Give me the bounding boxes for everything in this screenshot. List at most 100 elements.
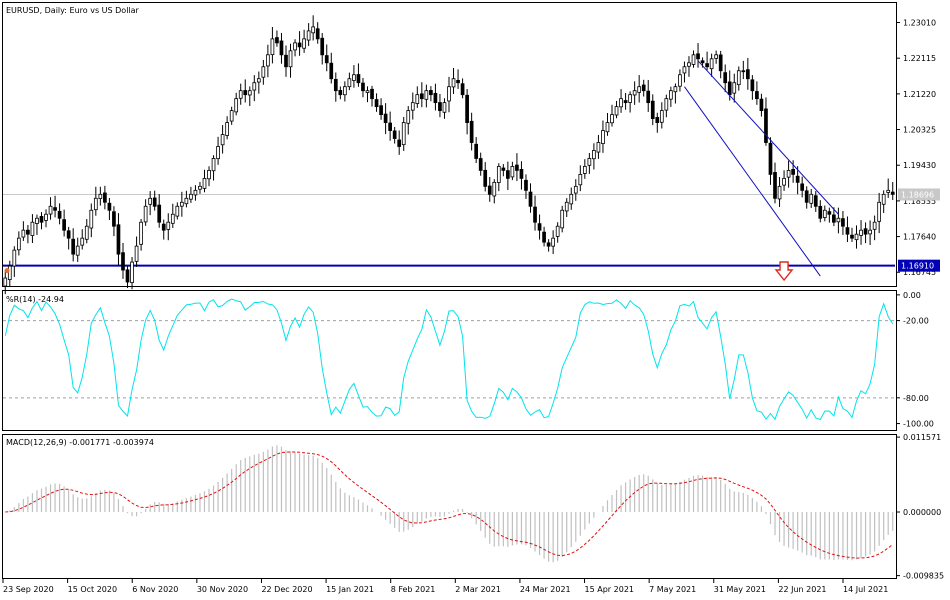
candle-body	[655, 117, 660, 123]
candle	[401, 116, 406, 151]
candle	[388, 111, 392, 141]
candle-body	[691, 54, 696, 65]
candle-body	[736, 70, 741, 86]
candle	[691, 50, 696, 68]
x-tick-label: 6 Nov 2020	[132, 585, 178, 594]
candle-body	[800, 183, 805, 191]
candle	[66, 226, 71, 250]
x-tick-label: 30 Nov 2020	[197, 585, 248, 594]
candle-body	[727, 81, 732, 96]
candle-body	[460, 83, 465, 96]
candle-body	[582, 166, 587, 174]
candle	[555, 222, 560, 243]
candle-body	[238, 90, 243, 99]
candle-body	[890, 191, 895, 195]
candle-body	[193, 189, 198, 196]
candle	[193, 185, 198, 201]
candle	[768, 137, 773, 185]
candle	[863, 222, 868, 244]
candle-body	[605, 122, 610, 133]
x-tick-label: 22 Jun 2021	[778, 585, 826, 594]
candle-body	[619, 98, 623, 108]
candle-body	[62, 219, 66, 231]
candle	[93, 186, 98, 216]
candle	[180, 191, 184, 217]
x-tick-label: 14 Jul 2021	[843, 585, 888, 594]
candle-body	[415, 94, 420, 104]
candle	[533, 195, 537, 231]
wpr-tick-label: -100.00	[903, 420, 934, 429]
candle	[311, 15, 316, 41]
candle-body	[161, 223, 166, 231]
candle	[139, 218, 143, 251]
candle-body	[112, 211, 116, 227]
candle-body	[832, 214, 836, 223]
candle-body	[501, 167, 506, 171]
candle	[103, 185, 107, 210]
candle	[3, 270, 8, 295]
symbol-label: EURUSD, Daily: Euro vs US Dollar	[6, 6, 140, 15]
candle-body	[569, 193, 574, 205]
candle-body	[524, 179, 528, 191]
candle	[723, 64, 728, 93]
candle	[628, 91, 632, 113]
candle	[392, 126, 397, 144]
candle-body	[474, 143, 479, 159]
candle	[764, 97, 768, 146]
candle-body	[347, 78, 352, 88]
candle-body	[478, 158, 483, 171]
candle	[655, 112, 660, 133]
candle-body	[813, 195, 818, 207]
candle	[121, 242, 125, 279]
candle-body	[836, 217, 841, 223]
candle-body	[768, 142, 773, 175]
candle	[324, 44, 329, 72]
candle-body	[714, 54, 718, 59]
candle-body	[284, 54, 288, 68]
candle-body	[89, 209, 94, 229]
candle-body	[773, 172, 777, 199]
candle	[424, 84, 429, 108]
candle-body	[863, 228, 868, 235]
candle-body	[279, 40, 284, 56]
candle-body	[125, 269, 130, 283]
candle-body	[53, 207, 57, 211]
candle	[709, 53, 714, 77]
candle	[478, 152, 483, 176]
candle-body	[275, 37, 279, 44]
candle-body	[166, 221, 171, 230]
candle-body	[3, 277, 8, 287]
candle	[886, 178, 891, 198]
candle	[610, 104, 614, 127]
candle	[343, 81, 347, 102]
candle	[483, 162, 488, 192]
candle	[207, 166, 211, 187]
candle	[26, 224, 30, 244]
candle-body	[872, 221, 877, 230]
candle-body	[777, 185, 782, 200]
candle-body	[542, 231, 546, 243]
macd-panel-frame	[2, 434, 897, 579]
candle	[451, 67, 456, 94]
candle-body	[759, 98, 764, 112]
candle	[501, 164, 506, 177]
price-series	[3, 15, 895, 295]
candle-body	[424, 90, 429, 100]
candle-body	[496, 166, 501, 183]
candle	[890, 182, 895, 200]
candle	[84, 219, 89, 244]
candle-body	[650, 100, 655, 119]
candle	[406, 106, 411, 135]
candle	[98, 186, 103, 206]
candle	[551, 230, 555, 254]
candle	[202, 169, 207, 193]
candle	[619, 89, 623, 113]
candle	[537, 214, 542, 240]
candle	[170, 203, 175, 228]
candle	[374, 93, 379, 112]
candle-body	[664, 98, 669, 111]
candle-body	[551, 237, 555, 247]
candle-body	[578, 173, 583, 186]
candle-body	[315, 28, 320, 40]
